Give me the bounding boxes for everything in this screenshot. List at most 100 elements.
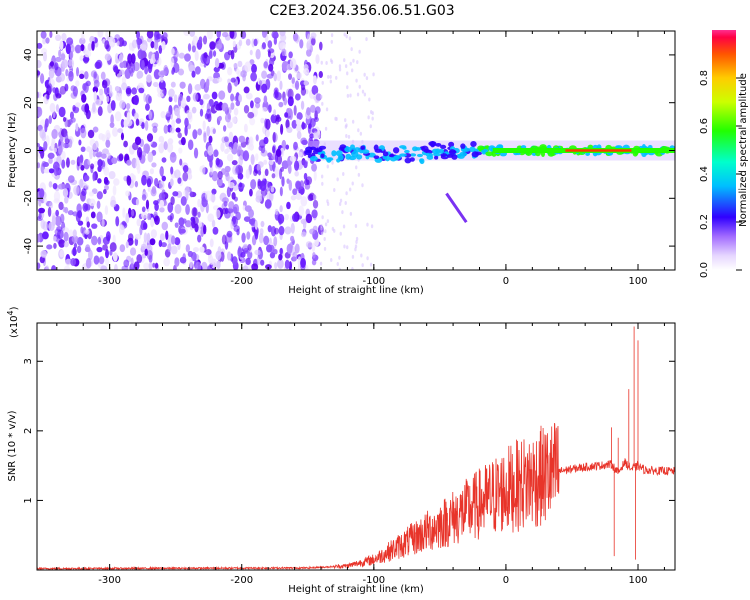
noise-blob (174, 222, 179, 228)
noise-blob (294, 93, 301, 101)
band-blob (310, 155, 318, 162)
noise-blob (81, 188, 87, 197)
noise-blob (166, 111, 171, 117)
band-blob (404, 149, 410, 154)
noise-blob (72, 86, 78, 97)
noise-blob (150, 229, 158, 239)
noise-blob (48, 157, 53, 164)
noise-blob (306, 107, 311, 116)
noise-blob (170, 57, 175, 68)
noise-blob (64, 133, 69, 143)
noise-blob (146, 37, 153, 43)
noise-blob (141, 194, 147, 201)
noise-blob (146, 175, 154, 185)
noise-blob (91, 235, 98, 246)
noise-blob (279, 186, 283, 197)
noise-blob (262, 106, 268, 113)
noise-blob (63, 241, 69, 248)
snr-y-ticks: 1 2 3 (23, 358, 675, 504)
noise-blob (248, 143, 254, 151)
noise-blob (200, 228, 204, 237)
noise-blob (125, 241, 129, 249)
noise-blob (166, 142, 174, 153)
band-peak (565, 149, 632, 152)
noise-blob (148, 262, 153, 270)
band-blob (460, 143, 466, 149)
noise-blob (53, 198, 61, 204)
noise-blob (213, 149, 219, 158)
noise-blob (75, 80, 80, 87)
noise-blob (149, 168, 155, 175)
noise-blob (201, 261, 208, 270)
noise-blob (356, 60, 359, 65)
noise-blob (76, 67, 80, 77)
noise-blob (97, 178, 102, 184)
noise-blob (249, 117, 256, 126)
noise-blob (184, 220, 192, 228)
noise-blob (69, 50, 74, 59)
noise-blob (348, 36, 352, 41)
noise-blob (247, 111, 255, 119)
noise-blob (369, 109, 373, 114)
noise-blob (55, 209, 59, 217)
noise-blob (54, 62, 59, 71)
noise-blob (183, 31, 191, 36)
noise-blob (208, 259, 215, 265)
noise-blob (82, 83, 87, 91)
noise-blob (239, 182, 243, 188)
noise-blob (61, 151, 66, 160)
noise-blob (309, 133, 315, 139)
noise-blob (80, 146, 86, 153)
noise-blob (250, 100, 254, 109)
noise-blob (80, 164, 85, 171)
noise-blob (141, 59, 145, 71)
noise-blob (292, 251, 298, 262)
noise-blob (356, 92, 360, 97)
noise-blob (81, 32, 85, 41)
noise-blob (121, 40, 127, 47)
noise-blob (182, 165, 189, 173)
noise-blob (320, 231, 324, 236)
noise-blob (343, 58, 346, 63)
noise-blob (55, 34, 62, 42)
noise-blob (261, 42, 266, 50)
band-blob (585, 152, 591, 156)
noise-blob (59, 40, 64, 51)
noise-blob (145, 103, 150, 111)
noise-blob (351, 181, 354, 186)
noise-blob (37, 162, 41, 169)
noise-blob (245, 169, 250, 179)
band-blob (331, 150, 337, 157)
noise-blob (292, 213, 298, 222)
noise-blob (52, 236, 57, 242)
noise-blob (281, 160, 289, 170)
noise-blob (159, 70, 167, 76)
noise-blob (114, 85, 120, 92)
noise-blob (211, 91, 218, 100)
band-blob (439, 148, 445, 154)
noise-blob (139, 225, 143, 236)
noise-blob (87, 43, 93, 52)
band-blob (360, 145, 366, 149)
noise-blob (169, 151, 177, 163)
noise-blob (303, 80, 309, 86)
noise-blob (242, 150, 250, 162)
noise-blob (79, 178, 84, 188)
noise-blob (134, 136, 142, 146)
noise-blob (255, 190, 263, 201)
noise-blob (216, 177, 223, 187)
noise-blob (167, 215, 173, 221)
noise-blob (90, 163, 95, 170)
noise-blob (90, 211, 96, 219)
noise-blob (231, 116, 237, 124)
snr-y-tick-label: 2 (23, 428, 34, 434)
noise-blob (208, 99, 214, 107)
band-blob (344, 146, 352, 153)
noise-blob (108, 170, 116, 180)
noise-blob (49, 102, 56, 113)
noise-blob (136, 146, 143, 158)
noise-blob (231, 256, 238, 266)
noise-blob (92, 171, 96, 182)
noise-blob (51, 128, 58, 140)
noise-blob (366, 222, 369, 227)
